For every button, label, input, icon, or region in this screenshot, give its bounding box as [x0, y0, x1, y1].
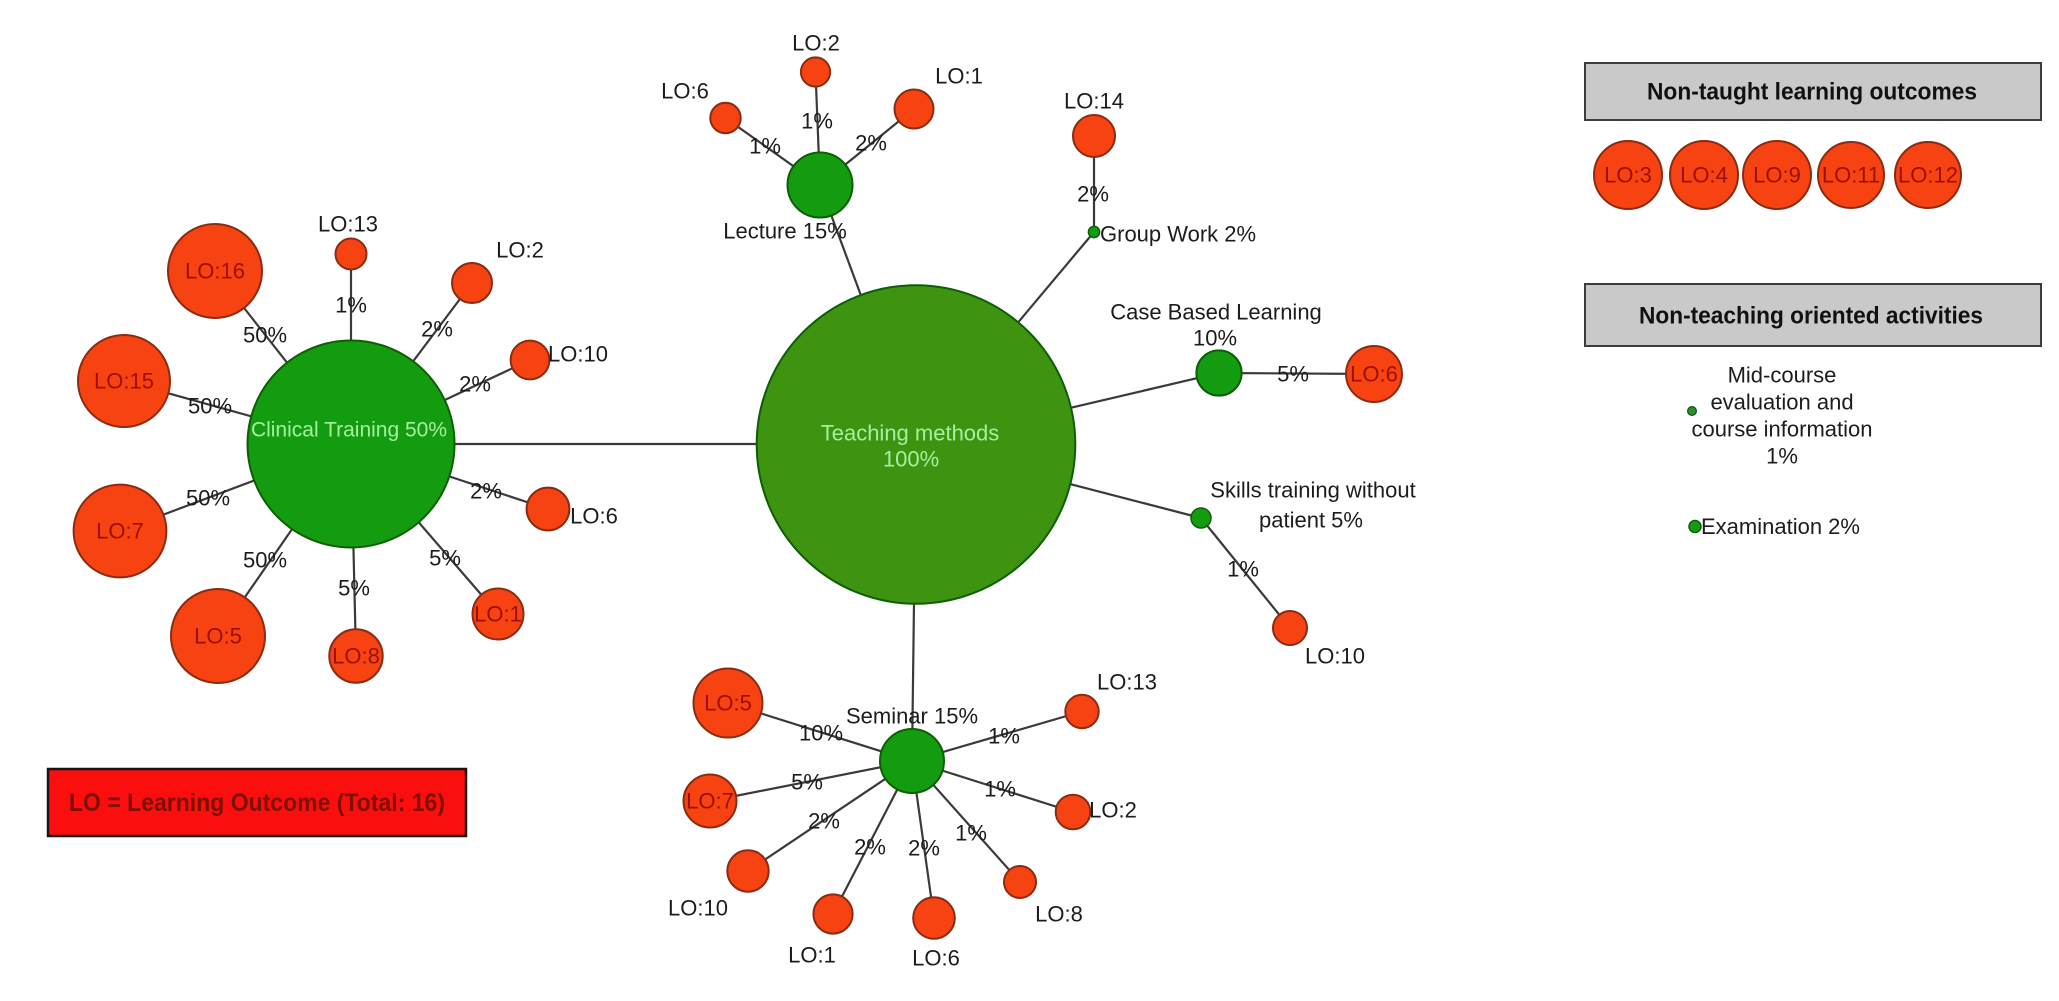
svg-text:50%: 50%	[243, 323, 287, 348]
svg-text:5%: 5%	[791, 770, 823, 795]
svg-text:1%: 1%	[749, 134, 781, 159]
svg-text:Group Work 2%: Group Work 2%	[1100, 222, 1256, 247]
svg-text:1%: 1%	[335, 293, 367, 318]
svg-text:Lecture 15%: Lecture 15%	[723, 219, 847, 244]
svg-text:course information: course information	[1692, 417, 1873, 442]
svg-text:LO:16: LO:16	[185, 259, 245, 284]
svg-text:LO:6: LO:6	[1350, 362, 1398, 387]
svg-text:Clinical Training 50%: Clinical Training 50%	[251, 419, 447, 442]
svg-text:LO:8: LO:8	[1035, 902, 1083, 927]
svg-text:LO:7: LO:7	[96, 519, 144, 544]
svg-text:LO:9: LO:9	[1753, 163, 1801, 188]
svg-text:1%: 1%	[988, 724, 1020, 749]
svg-text:2%: 2%	[808, 809, 840, 834]
svg-text:LO:2: LO:2	[1089, 798, 1137, 823]
svg-text:1%: 1%	[955, 821, 987, 846]
svg-text:2%: 2%	[421, 317, 453, 342]
svg-text:50%: 50%	[188, 394, 232, 419]
svg-text:1%: 1%	[1766, 444, 1798, 469]
svg-text:Non-teaching oriented activiti: Non-teaching oriented activities	[1639, 303, 1983, 330]
svg-text:Non-taught learning outcomes: Non-taught learning outcomes	[1647, 79, 1977, 106]
svg-text:LO:14: LO:14	[1064, 89, 1124, 114]
svg-text:2%: 2%	[908, 836, 940, 861]
svg-text:LO:5: LO:5	[194, 624, 242, 649]
svg-text:LO:1: LO:1	[474, 602, 522, 627]
svg-text:50%: 50%	[186, 486, 230, 511]
svg-text:1%: 1%	[1227, 557, 1259, 582]
svg-text:Mid-course: Mid-course	[1728, 363, 1837, 388]
svg-text:evaluation and: evaluation and	[1710, 390, 1853, 415]
svg-text:5%: 5%	[338, 576, 370, 601]
svg-text:10%: 10%	[799, 721, 843, 746]
svg-text:LO:10: LO:10	[668, 896, 728, 921]
svg-text:LO:1: LO:1	[788, 943, 836, 968]
svg-text:2%: 2%	[459, 372, 491, 397]
svg-text:patient 5%: patient 5%	[1259, 508, 1363, 533]
svg-text:10%: 10%	[1193, 326, 1237, 351]
svg-text:Skills training without: Skills training without	[1210, 478, 1415, 503]
svg-text:LO:6: LO:6	[570, 504, 618, 529]
svg-text:2%: 2%	[470, 479, 502, 504]
svg-text:LO:13: LO:13	[318, 212, 378, 237]
svg-text:LO:2: LO:2	[496, 238, 544, 263]
svg-text:5%: 5%	[429, 546, 461, 571]
svg-text:LO:6: LO:6	[661, 79, 709, 104]
svg-text:LO:6: LO:6	[912, 946, 960, 971]
svg-text:Seminar 15%: Seminar 15%	[846, 704, 978, 729]
svg-text:2%: 2%	[1077, 182, 1109, 207]
svg-text:LO:2: LO:2	[792, 31, 840, 56]
svg-text:2%: 2%	[855, 131, 887, 156]
svg-text:1%: 1%	[984, 777, 1016, 802]
svg-text:Case Based Learning: Case Based Learning	[1110, 300, 1322, 325]
svg-text:Examination 2%: Examination 2%	[1701, 514, 1860, 539]
svg-text:LO = Learning Outcome (Total:: LO = Learning Outcome (Total: 16)	[69, 789, 445, 817]
svg-text:Teaching methods: Teaching methods	[821, 421, 1000, 446]
svg-text:LO:7: LO:7	[686, 789, 734, 814]
svg-text:LO:3: LO:3	[1604, 163, 1652, 188]
svg-text:5%: 5%	[1277, 362, 1309, 387]
svg-text:LO:1: LO:1	[935, 64, 983, 89]
svg-text:1%: 1%	[801, 109, 833, 134]
svg-text:100%: 100%	[883, 447, 939, 472]
svg-text:50%: 50%	[243, 548, 287, 573]
svg-text:LO:5: LO:5	[704, 691, 752, 716]
svg-text:LO:12: LO:12	[1898, 163, 1958, 188]
svg-text:2%: 2%	[854, 835, 886, 860]
svg-text:LO:10: LO:10	[548, 342, 608, 367]
svg-text:LO:4: LO:4	[1680, 163, 1728, 188]
svg-text:LO:13: LO:13	[1097, 670, 1157, 695]
svg-text:LO:15: LO:15	[94, 369, 154, 394]
svg-text:LO:11: LO:11	[1822, 163, 1880, 188]
svg-text:LO:8: LO:8	[332, 644, 380, 669]
svg-text:LO:10: LO:10	[1305, 644, 1365, 669]
